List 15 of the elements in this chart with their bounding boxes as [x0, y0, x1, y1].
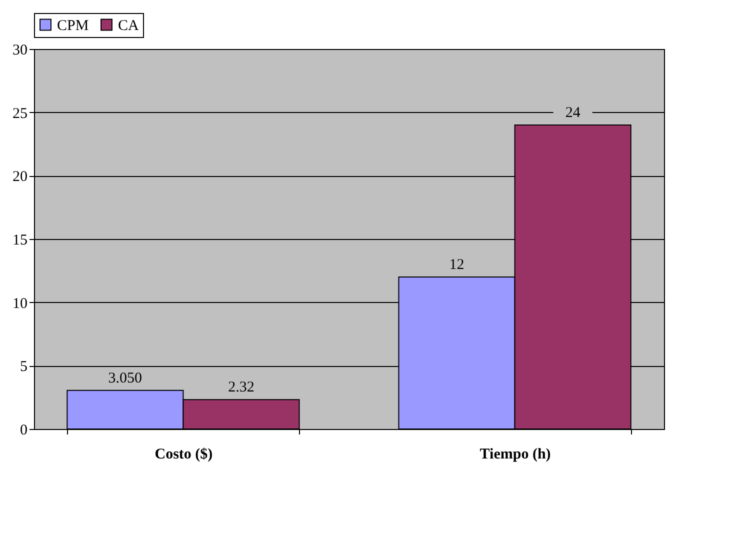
y-tick-label: 10 — [12, 296, 28, 312]
y-tick-label: 25 — [12, 106, 28, 122]
y-tick-label: 20 — [12, 169, 28, 186]
x-tick-label: Costo ($) — [154, 446, 213, 462]
y-tick-label: 15 — [12, 232, 28, 248]
data-label: 24 — [565, 105, 581, 121]
y-tick-label: 0 — [20, 422, 28, 438]
y-tick-label: 30 — [12, 42, 28, 58]
data-label: 3.050 — [108, 370, 142, 386]
x-tick-label: Tiempo (h) — [480, 446, 551, 462]
legend-label: CA — [118, 18, 140, 34]
y-tick-label: 5 — [20, 359, 28, 376]
legend-label: CPM — [57, 18, 89, 34]
data-label: 12 — [449, 257, 464, 273]
data-label: 2.32 — [228, 380, 254, 396]
